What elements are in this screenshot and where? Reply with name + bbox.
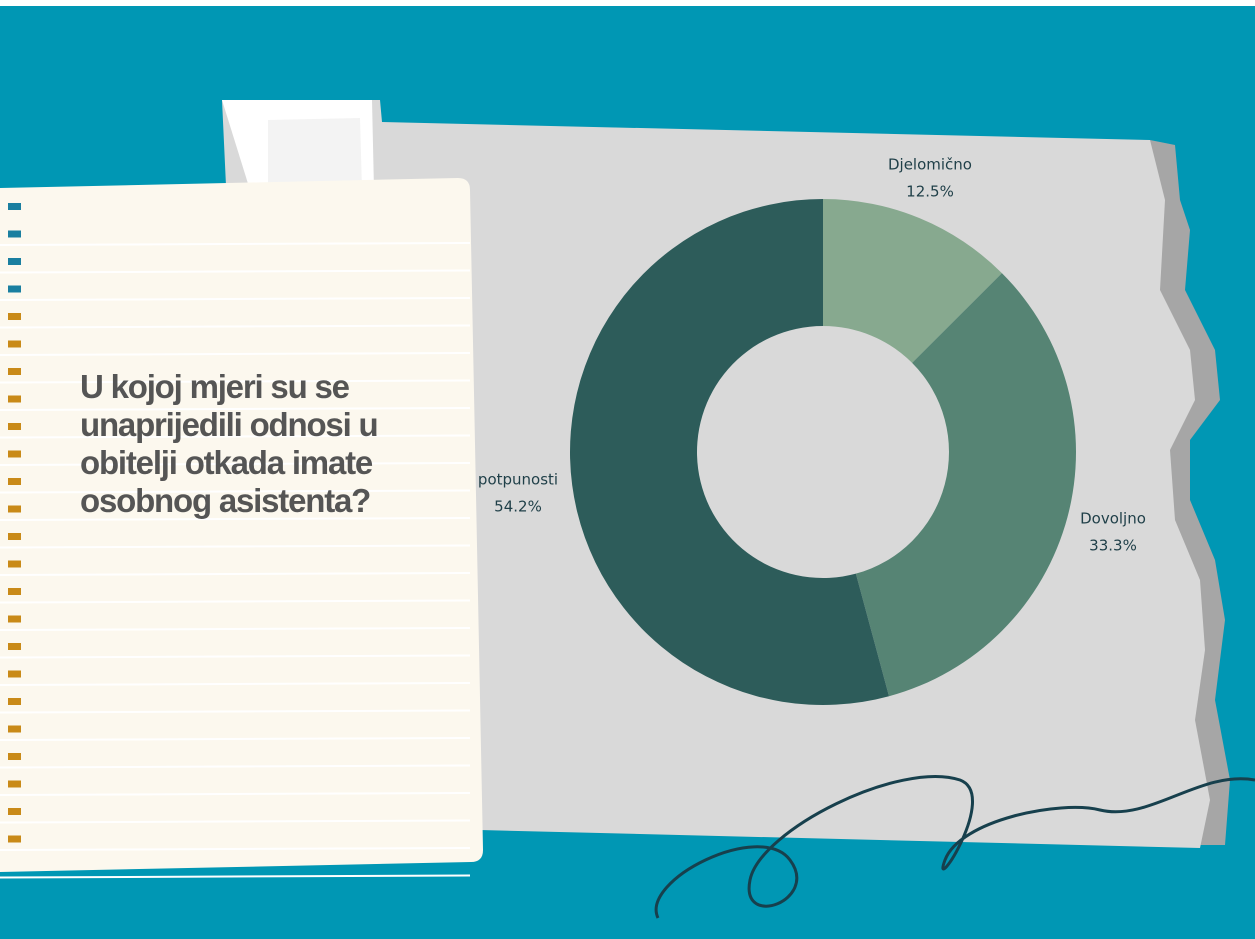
ring xyxy=(8,340,21,348)
ruled-line xyxy=(0,434,471,439)
ruled-line xyxy=(0,379,471,384)
ring xyxy=(8,285,21,293)
ring xyxy=(8,835,21,843)
ruled-line xyxy=(0,297,471,301)
ruled-line xyxy=(0,709,471,714)
donut-slice xyxy=(570,199,889,705)
paper-strip-inner xyxy=(268,118,362,190)
top-edge xyxy=(0,0,1255,6)
ring xyxy=(8,725,21,733)
ruled-line xyxy=(0,819,471,824)
donut-slice xyxy=(823,199,1002,363)
ruled-line xyxy=(0,242,471,246)
notepad xyxy=(0,178,483,879)
ruled-line xyxy=(0,352,471,356)
ruled-line xyxy=(0,682,471,686)
value-label: 12.5% xyxy=(906,183,954,201)
ring xyxy=(8,230,21,238)
value-label: 33.3% xyxy=(1089,537,1137,555)
ring xyxy=(8,450,21,458)
ruled-line xyxy=(0,517,471,521)
ruled-line xyxy=(0,874,471,879)
ruled-line xyxy=(0,764,471,769)
ring xyxy=(8,505,21,513)
slice-label: potpunosti xyxy=(478,471,558,489)
ruled-line xyxy=(0,544,471,549)
ring xyxy=(8,615,21,623)
ruled-line xyxy=(0,737,471,741)
ruled-line xyxy=(0,599,471,604)
ring xyxy=(8,313,21,320)
ring xyxy=(8,780,21,788)
ruled-line xyxy=(0,572,471,576)
ring xyxy=(8,753,21,760)
donut-slice xyxy=(855,273,1076,697)
ruled-line xyxy=(0,847,471,851)
ring xyxy=(8,368,21,375)
ruled-line xyxy=(0,324,471,329)
ruled-line xyxy=(0,269,471,274)
value-label: 54.2% xyxy=(494,498,542,516)
ring xyxy=(8,643,21,650)
ruled-line xyxy=(0,489,471,494)
ring xyxy=(8,258,21,265)
ring xyxy=(8,588,21,595)
ring xyxy=(8,670,21,678)
ruled-line xyxy=(0,627,471,631)
ring xyxy=(8,478,21,485)
ring xyxy=(8,533,21,540)
slice-label: Djelomično xyxy=(888,156,972,174)
ruled-line xyxy=(0,792,471,796)
ring xyxy=(8,423,21,430)
squiggle xyxy=(654,775,1255,919)
ring xyxy=(8,395,21,403)
ring xyxy=(8,203,21,210)
ring xyxy=(8,808,21,815)
ruled-line xyxy=(0,654,471,659)
donut-chart: Djelomično 12.5% Dovoljno 33.3% potpunosti 54… xyxy=(478,156,1146,705)
ruled-line xyxy=(0,462,471,466)
ring xyxy=(8,698,21,705)
ring xyxy=(8,560,21,568)
slice-label: Dovoljno xyxy=(1080,510,1146,528)
ruled-line xyxy=(0,407,471,411)
chart-title: U kojoj mjeri su se unaprijedili odnosi … xyxy=(80,368,379,519)
